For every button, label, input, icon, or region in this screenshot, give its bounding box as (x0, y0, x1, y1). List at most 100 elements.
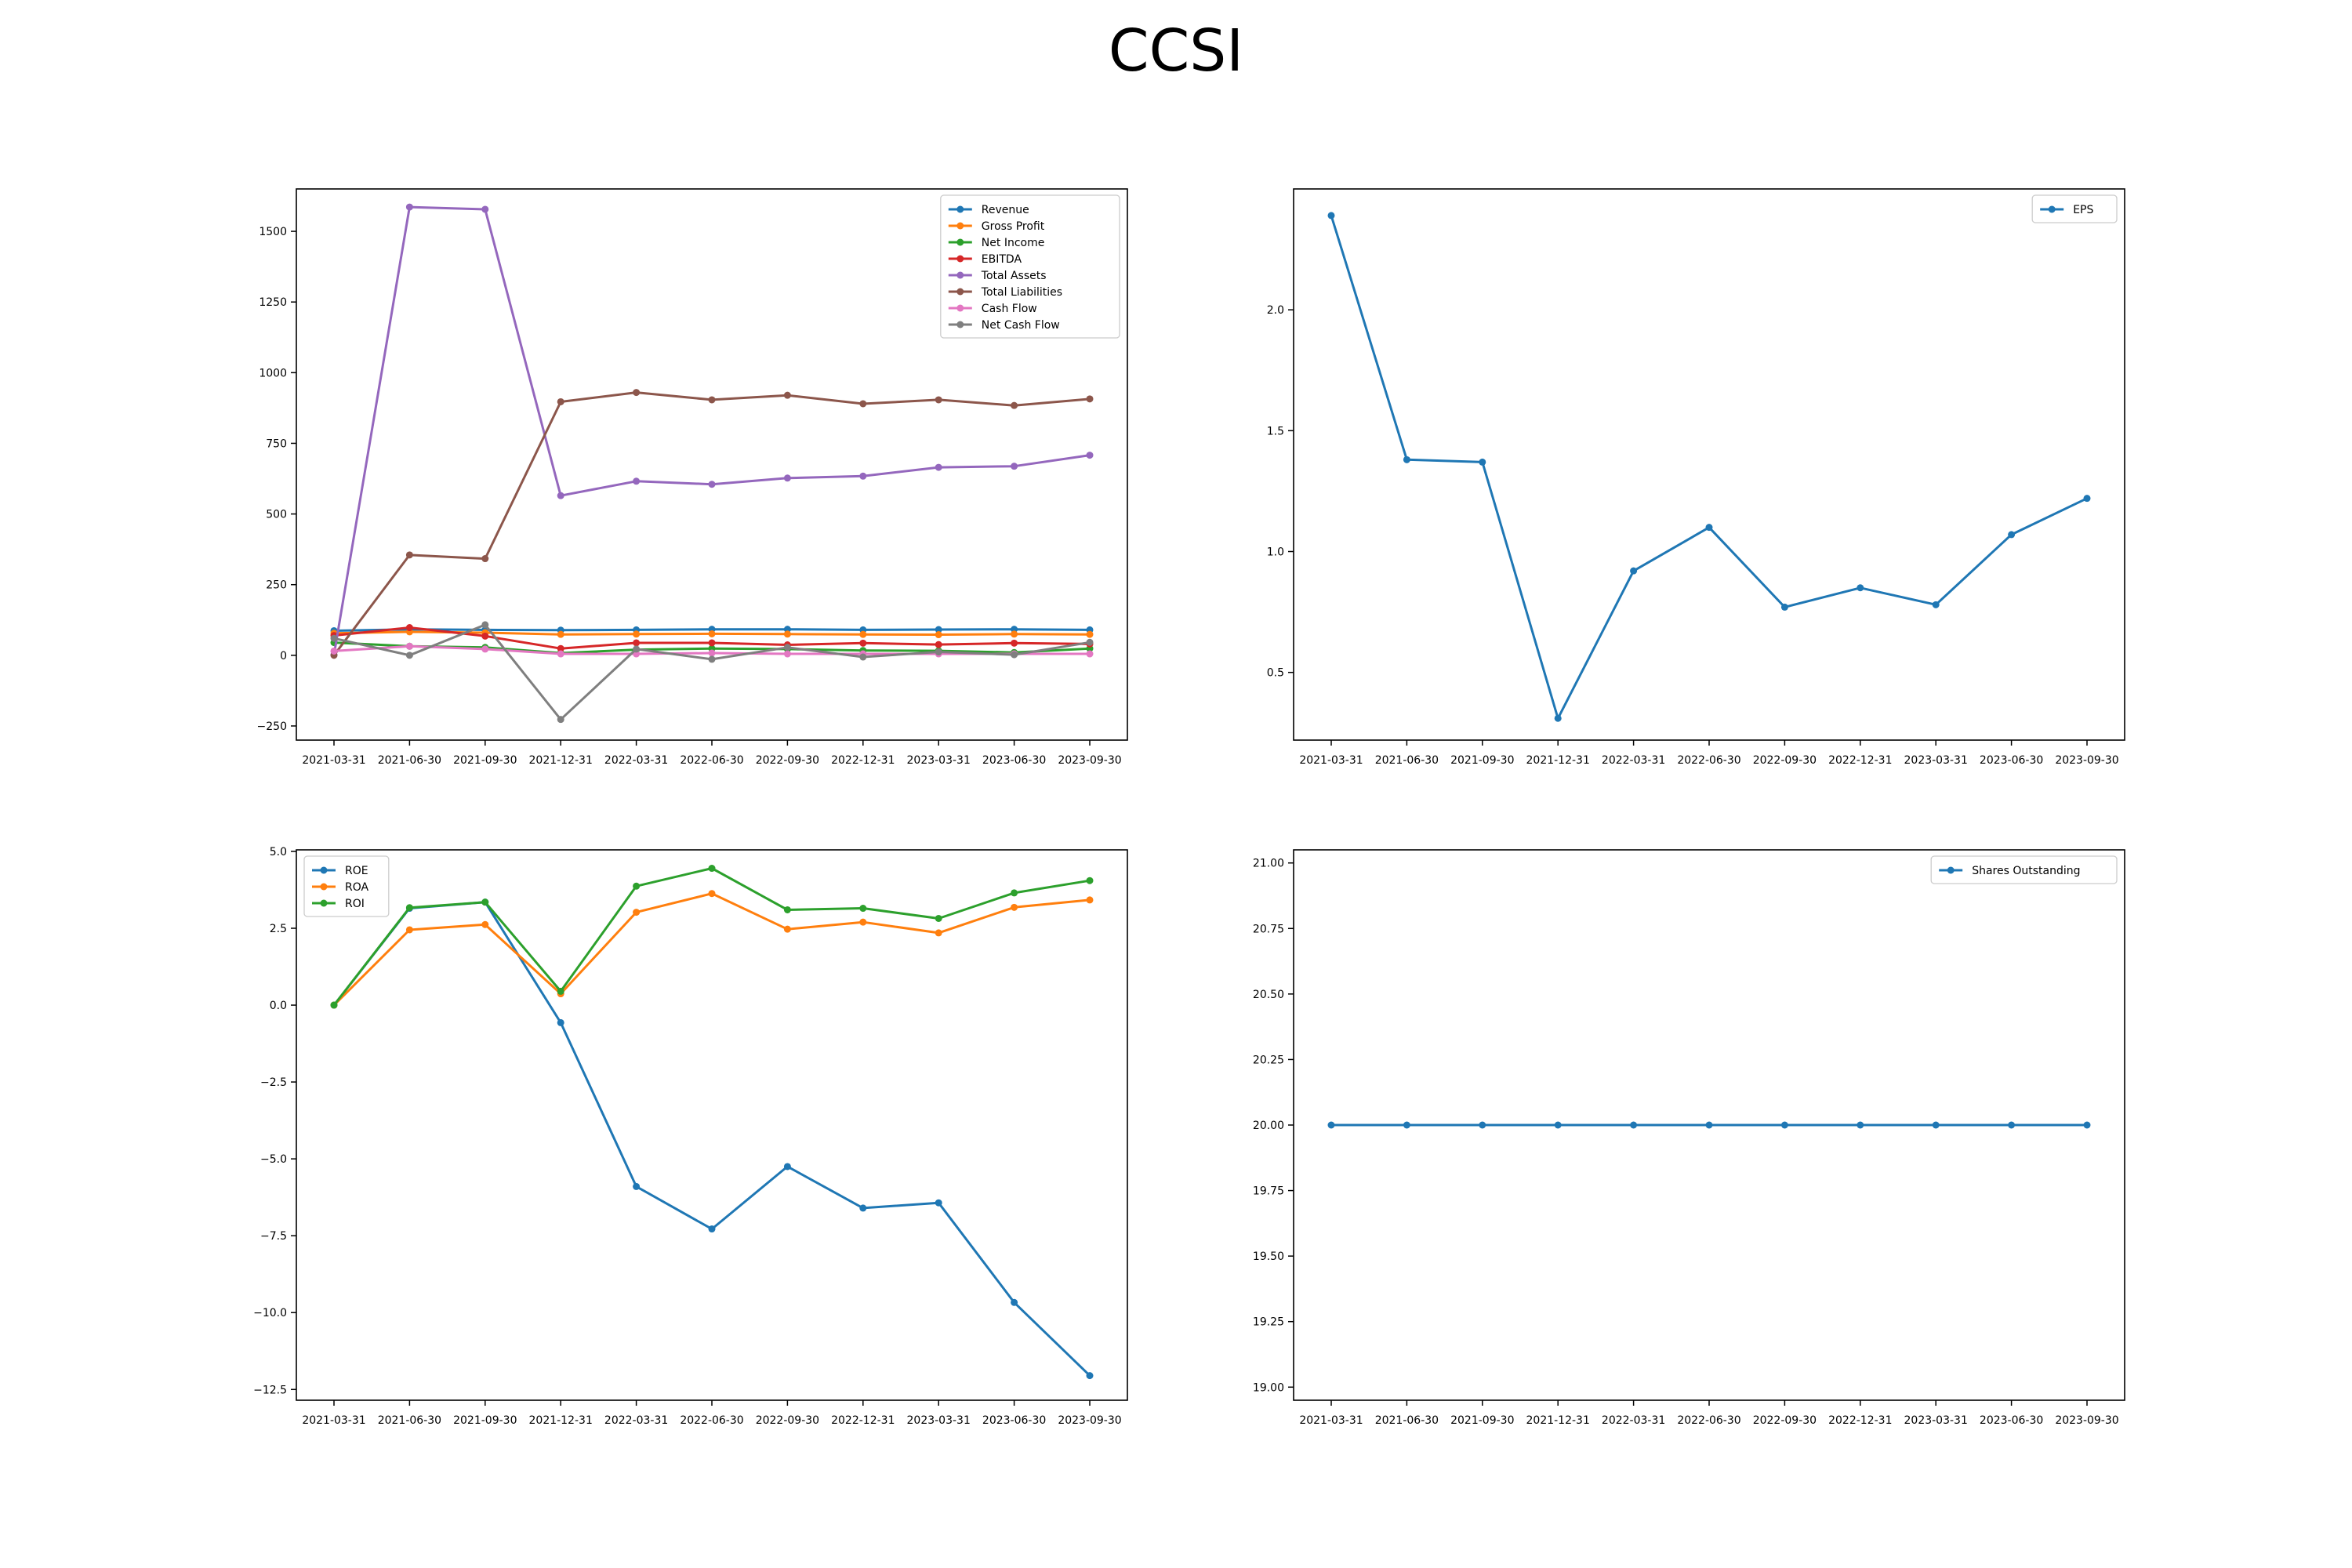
data-point-net-cash-flow (783, 644, 791, 652)
y-tick-label: 1250 (259, 296, 287, 309)
data-point-ebitda (935, 641, 942, 648)
data-point-total-assets (1011, 463, 1018, 470)
y-tick-label: 1500 (259, 226, 287, 238)
legend-label: Revenue (982, 204, 1029, 216)
x-tick-label: 2023-06-30 (1980, 754, 2043, 767)
x-tick-label: 2021-03-31 (1299, 754, 1363, 767)
x-tick-label: 2022-09-30 (756, 754, 819, 767)
data-point-eps (1479, 458, 1486, 466)
data-point-total-liabilities (633, 389, 641, 397)
data-point-roi (935, 914, 942, 922)
y-tick-label: 1000 (259, 367, 287, 379)
legend: ROE ROA ROI (303, 855, 390, 917)
data-point-eps (1705, 524, 1713, 532)
data-point-cash-flow (708, 649, 716, 657)
legend-label: Net Cash Flow (982, 319, 1060, 332)
data-point-roa (935, 929, 942, 937)
data-point-total-liabilities (859, 400, 867, 408)
data-point-roe (1011, 1298, 1018, 1306)
data-point-cash-flow (783, 650, 791, 658)
data-point-total-liabilities (557, 397, 564, 405)
data-point-total-assets (783, 474, 791, 482)
data-point-roi (330, 1001, 338, 1009)
data-point-gross-profit (859, 630, 867, 638)
data-point-roa (1086, 896, 1094, 904)
data-point-eps (1327, 212, 1335, 220)
data-point-total-assets (633, 477, 641, 485)
x-tick-label: 2023-03-31 (907, 1414, 971, 1427)
x-tick-label: 2021-12-31 (529, 1414, 593, 1427)
data-point-roa (859, 918, 867, 926)
data-point-roa (1011, 903, 1018, 911)
x-tick-label: 2023-03-31 (1904, 1414, 1968, 1427)
data-point-gross-profit (783, 630, 791, 638)
data-point-net-cash-flow (935, 648, 942, 656)
x-tick-label: 2023-06-30 (982, 754, 1046, 767)
x-tick-label: 2022-09-30 (1753, 754, 1817, 767)
legend-marker (1947, 866, 1955, 874)
legend-frame (1930, 855, 2118, 884)
data-point-shares-outstanding (1630, 1121, 1638, 1129)
data-point-roi (1086, 877, 1094, 884)
data-point-roi (708, 865, 716, 873)
legend-label: ROE (345, 865, 368, 877)
legend: Revenue Gross Profit Net Income EBITDA Total… (940, 194, 1120, 339)
data-point-shares-outstanding (1554, 1121, 1562, 1129)
x-tick-label: 2023-09-30 (2055, 1414, 2118, 1427)
data-point-roa (708, 890, 716, 898)
x-tick-label: 2021-12-31 (1526, 1414, 1590, 1427)
legend-frame (940, 194, 1120, 339)
data-point-eps (2008, 531, 2016, 539)
data-point-eps (1780, 603, 1788, 611)
legend-label: ROA (345, 881, 369, 894)
x-tick-label: 2023-03-31 (1904, 754, 1968, 767)
data-point-shares-outstanding (1403, 1121, 1410, 1129)
x-tick-label: 2021-09-30 (453, 754, 517, 767)
data-point-total-assets (859, 472, 867, 480)
legend-frame (2031, 194, 2118, 223)
data-point-shares-outstanding (1857, 1121, 1864, 1129)
data-point-total-liabilities (708, 396, 716, 404)
x-tick-label: 2022-12-31 (1828, 1414, 1892, 1427)
x-tick-label: 2021-06-30 (378, 754, 441, 767)
data-point-total-liabilities (1011, 401, 1018, 409)
data-point-ebitda (708, 639, 716, 647)
data-point-roe (935, 1199, 942, 1207)
x-tick-label: 2021-03-31 (302, 1414, 365, 1427)
data-point-eps (1857, 584, 1864, 592)
data-point-shares-outstanding (1479, 1121, 1486, 1129)
data-point-total-liabilities (935, 396, 942, 404)
data-point-gross-profit (557, 630, 564, 638)
x-tick-label: 2022-03-31 (604, 754, 668, 767)
x-tick-label: 2022-12-31 (1828, 754, 1892, 767)
y-tick-label: −5.0 (260, 1153, 287, 1166)
data-point-roe (557, 1018, 564, 1026)
data-point-eps (1403, 456, 1410, 463)
data-point-roe (859, 1204, 867, 1212)
y-tick-label: 500 (266, 509, 287, 521)
y-tick-label: 20.00 (1253, 1120, 1284, 1132)
y-tick-label: 250 (266, 579, 287, 592)
x-tick-label: 2022-06-30 (680, 1414, 743, 1427)
x-tick-label: 2023-09-30 (2055, 754, 2118, 767)
data-point-gross-profit (633, 630, 641, 638)
y-tick-label: 19.25 (1253, 1316, 1284, 1329)
data-point-cash-flow (557, 650, 564, 658)
x-tick-label: 2023-06-30 (982, 1414, 1046, 1427)
data-point-total-liabilities (1086, 395, 1094, 403)
data-point-roi (1011, 889, 1018, 897)
legend-marker (320, 883, 328, 891)
x-tick-label: 2022-06-30 (1677, 754, 1740, 767)
data-point-net-cash-flow (330, 634, 338, 642)
data-point-total-assets (481, 205, 489, 213)
x-tick-label: 2023-06-30 (1980, 1414, 2043, 1427)
legend-label: EPS (2073, 204, 2093, 216)
data-point-ebitda (481, 632, 489, 640)
legend: EPS (2031, 194, 2118, 223)
data-point-roi (405, 904, 413, 912)
data-point-cash-flow (481, 645, 489, 653)
data-point-eps (2083, 495, 2091, 503)
